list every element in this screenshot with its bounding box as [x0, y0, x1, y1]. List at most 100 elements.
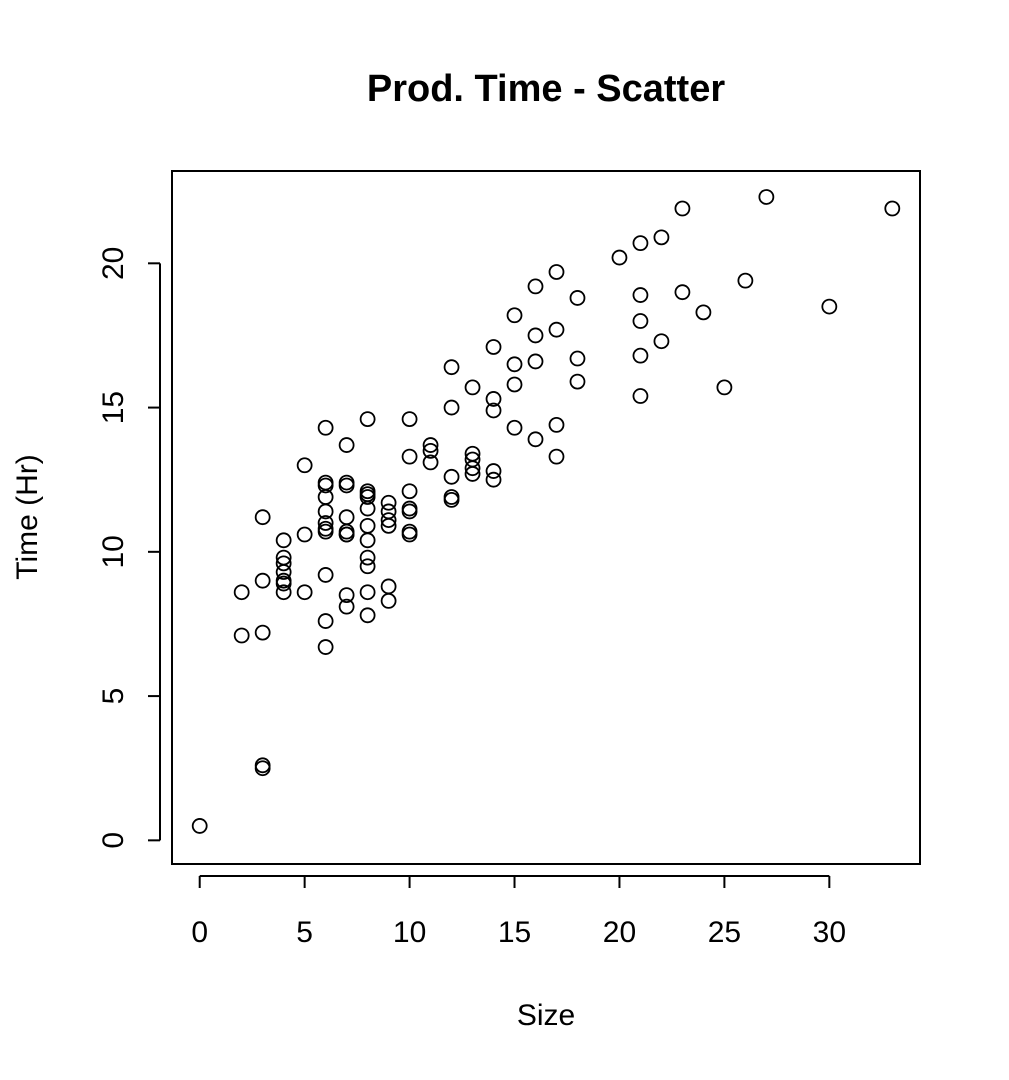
- scatter-point: [569, 373, 586, 390]
- scatter-point: [632, 313, 649, 329]
- scatter-point: [380, 592, 397, 609]
- scatter-point: [380, 494, 397, 511]
- x-tick-label: 15: [498, 916, 531, 949]
- scatter-point: [632, 347, 649, 364]
- scatter-point: [464, 460, 481, 477]
- x-tick-label: 5: [296, 916, 313, 949]
- scatter-point: [548, 416, 565, 433]
- scatter-point: [464, 466, 481, 482]
- scatter-point: [422, 437, 439, 453]
- scatter-point: [548, 448, 565, 465]
- scatter-point: [359, 532, 376, 549]
- scatter-point: [485, 471, 502, 488]
- scatter-point: [548, 264, 565, 280]
- scatter-point: [233, 584, 250, 601]
- scatter-point: [506, 307, 523, 324]
- scatter-point: [443, 492, 460, 508]
- scatter-point: [401, 448, 418, 465]
- y-tick-label: 0: [97, 832, 130, 849]
- scatter-point: [401, 483, 418, 500]
- scatter-point: [674, 284, 691, 301]
- scatter-point: [191, 818, 208, 834]
- scatter-point: [632, 287, 649, 303]
- data-points: [191, 189, 901, 834]
- scatter-point: [275, 555, 292, 572]
- x-tick-label: 0: [191, 916, 208, 949]
- scatter-point: [254, 509, 271, 526]
- scatter-point: [443, 399, 460, 416]
- y-axis-label: Time (Hr): [11, 454, 44, 580]
- scatter-point: [359, 584, 376, 601]
- y-tick-label: 10: [97, 535, 130, 568]
- scatter-point: [443, 359, 460, 376]
- scatter-point: [380, 578, 397, 595]
- scatter-point: [401, 411, 418, 428]
- scatter-point: [359, 517, 376, 534]
- scatter-point: [254, 624, 271, 641]
- scatter-point: [527, 353, 544, 370]
- scatter-point: [527, 327, 544, 344]
- scatter-point: [569, 350, 586, 367]
- scatter-point: [317, 503, 334, 520]
- scatter-point: [338, 437, 355, 453]
- y-axis: 0 5 10 15 20: [97, 247, 161, 849]
- scatter-point: [485, 339, 502, 355]
- scatter-point: [359, 558, 376, 575]
- scatter-point: [464, 379, 481, 396]
- scatter-point: [485, 391, 502, 407]
- scatter-point: [359, 486, 376, 503]
- scatter-point: [233, 627, 250, 644]
- scatter-point: [380, 517, 397, 534]
- scatter-point: [317, 515, 334, 531]
- scatter-point: [674, 200, 691, 217]
- scatter-point: [485, 402, 502, 419]
- scatter-point: [527, 431, 544, 448]
- scatter-point: [254, 572, 271, 589]
- scatter-point: [422, 442, 439, 459]
- scatter-point: [380, 512, 397, 528]
- scatter-point: [758, 189, 775, 205]
- scatter-point: [254, 760, 271, 777]
- scatter-point: [359, 549, 376, 566]
- scatter-point: [485, 463, 502, 479]
- x-tick-label: 10: [393, 916, 426, 949]
- scatter-point: [296, 584, 313, 601]
- scatter-point: [422, 454, 439, 471]
- scatter-point: [296, 526, 313, 543]
- scatter-point: [317, 477, 334, 494]
- y-tick-label: 5: [97, 688, 130, 705]
- scatter-point: [401, 503, 418, 520]
- x-tick-label: 30: [813, 916, 846, 949]
- scatter-point: [296, 457, 313, 474]
- scatter-point: [716, 379, 733, 396]
- scatter-point: [359, 411, 376, 428]
- scatter-point: [884, 200, 901, 217]
- scatter-point: [338, 598, 355, 615]
- scatter-point: [359, 607, 376, 624]
- scatter-point: [317, 613, 334, 629]
- scatter-point: [821, 298, 838, 315]
- x-axis-label: Size: [517, 999, 575, 1032]
- scatter-point: [653, 229, 670, 246]
- scatter-point: [527, 278, 544, 295]
- scatter-point: [737, 272, 754, 289]
- scatter-point: [695, 304, 712, 321]
- scatter-point: [632, 388, 649, 404]
- scatter-point: [506, 376, 523, 393]
- scatter-point: [506, 356, 523, 373]
- scatter-point: [317, 639, 334, 655]
- scatter-point: [275, 532, 292, 549]
- x-tick-label: 25: [708, 916, 741, 949]
- scatter-point: [338, 477, 355, 494]
- scatter-point: [338, 526, 355, 543]
- scatter-point: [548, 321, 565, 338]
- scatter-point: [338, 587, 355, 604]
- chart-title: Prod. Time - Scatter: [367, 68, 726, 110]
- scatter-point: [317, 419, 334, 436]
- y-tick-label: 20: [97, 247, 130, 280]
- scatter-point: [443, 468, 460, 485]
- plot-frame: [171, 170, 921, 865]
- y-tick-label: 15: [97, 391, 130, 424]
- scatter-point: [611, 249, 628, 266]
